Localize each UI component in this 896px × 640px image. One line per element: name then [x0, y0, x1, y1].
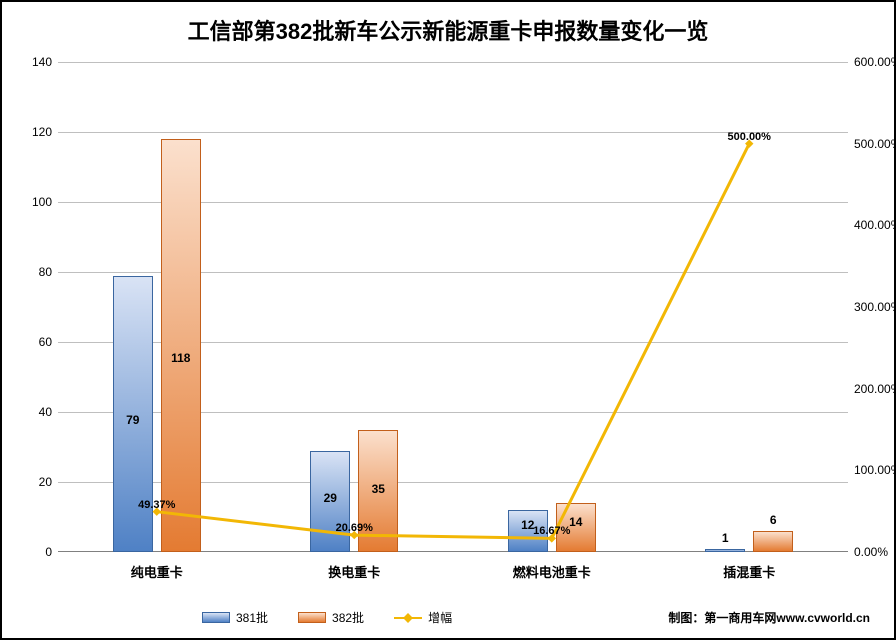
legend-item: 381批: [202, 609, 268, 626]
legend-label: 增幅: [428, 609, 452, 626]
y-left-tick: 120: [32, 125, 58, 139]
chart-title: 工信部第382批新车公示新能源重卡申报数量变化一览: [2, 2, 894, 46]
x-tick-label: 插混重卡: [723, 552, 775, 581]
legend-line-swatch: [394, 617, 422, 619]
y-right-tick: 600.00%: [848, 55, 896, 69]
y-right-tick: 300.00%: [848, 300, 896, 314]
chart-root: 工信部第382批新车公示新能源重卡申报数量变化一览 02040608010012…: [0, 0, 896, 640]
y-left-tick: 100: [32, 195, 58, 209]
y-right-tick: 500.00%: [848, 137, 896, 151]
y-left-tick: 20: [39, 475, 58, 489]
line-value-label: 16.67%: [533, 525, 570, 537]
y-left-tick: 60: [39, 335, 58, 349]
y-right-tick: 100.00%: [848, 463, 896, 477]
line-value-label: 49.37%: [138, 498, 175, 510]
line-value-label: 20.69%: [336, 522, 373, 534]
legend-item: 增幅: [394, 609, 452, 626]
legend-swatch: [202, 612, 230, 623]
y-left-tick: 80: [39, 265, 58, 279]
legend-swatch: [298, 612, 326, 623]
legend-label: 381批: [236, 609, 268, 626]
line-value-label: 500.00%: [728, 130, 771, 142]
legend-item: 382批: [298, 609, 364, 626]
x-tick-label: 纯电重卡: [131, 552, 183, 581]
y-right-tick: 200.00%: [848, 382, 896, 396]
y-right-tick: 400.00%: [848, 218, 896, 232]
y-left-tick: 40: [39, 405, 58, 419]
legend: 381批 382批 增幅: [202, 609, 452, 626]
x-tick-label: 换电重卡: [328, 552, 380, 581]
y-right-tick: 0.00%: [848, 545, 888, 559]
x-tick-label: 燃料电池重卡: [513, 552, 591, 581]
y-left-tick: 140: [32, 55, 58, 69]
legend-label: 382批: [332, 609, 364, 626]
plot-area: 0204060801001201400.00%100.00%200.00%300…: [58, 62, 848, 552]
attribution-text: 制图：第一商用车网www.cvworld.cn: [668, 609, 870, 626]
y-left-tick: 0: [45, 545, 58, 559]
